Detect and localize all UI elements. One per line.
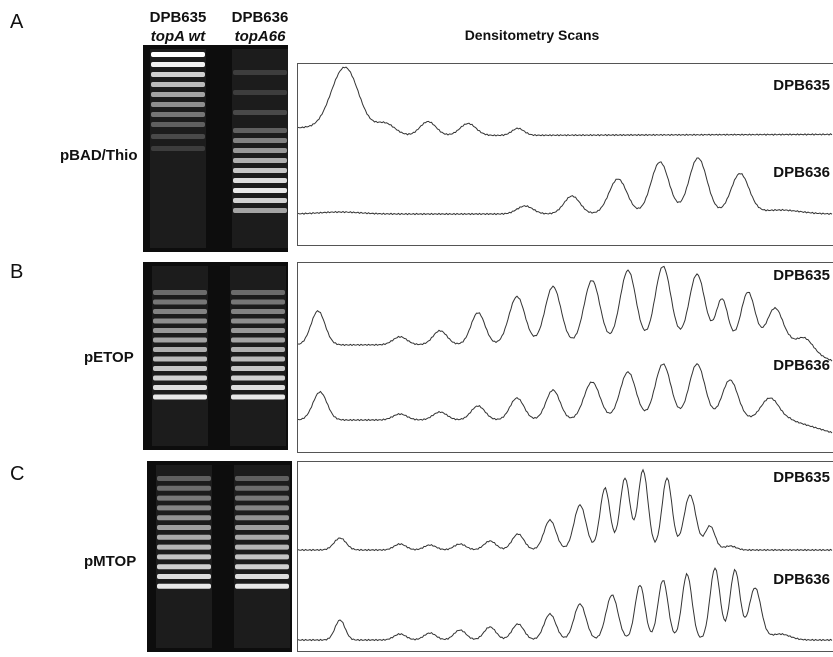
- gel-band: [157, 486, 211, 491]
- trace-label: DPB635: [773, 267, 830, 284]
- gel-band: [153, 376, 207, 381]
- gel-band: [151, 146, 205, 151]
- gel-band: [151, 82, 205, 87]
- gel-band: [157, 476, 211, 481]
- gel-band: [233, 70, 287, 75]
- gel-band: [231, 347, 285, 352]
- gel-band: [157, 535, 211, 540]
- trace-label: DPB636: [773, 357, 830, 374]
- plasmid-label: pETOP: [84, 349, 134, 366]
- gel-band: [231, 376, 285, 381]
- gel-band: [151, 134, 205, 139]
- trace-label: DPB636: [773, 164, 830, 181]
- gel-band: [153, 395, 207, 400]
- gel-band: [153, 290, 207, 295]
- gel-band: [233, 110, 287, 115]
- lane-genotype: topA wt: [151, 28, 206, 45]
- gel-band: [235, 554, 289, 559]
- gel-band: [233, 148, 287, 153]
- gel-band: [235, 515, 289, 520]
- gel-band: [153, 366, 207, 371]
- gel-band: [235, 545, 289, 550]
- trace-label: DPB635: [773, 77, 830, 94]
- gel-band: [235, 486, 289, 491]
- gel-band: [233, 178, 287, 183]
- gel-band: [233, 128, 287, 133]
- gel-band: [231, 366, 285, 371]
- plasmid-label: pMTOP: [84, 553, 136, 570]
- gel-band: [153, 309, 207, 314]
- gel-band: [235, 535, 289, 540]
- gel-band: [153, 338, 207, 343]
- gel-band: [157, 545, 211, 550]
- scan-box: [298, 462, 833, 652]
- gel-band: [157, 496, 211, 501]
- gel-band: [151, 52, 205, 57]
- scans-title: Densitometry Scans: [465, 27, 600, 43]
- gel-band: [153, 319, 207, 324]
- lane-strain: DPB636: [232, 9, 289, 26]
- lane-genotype: topA66: [235, 28, 286, 45]
- gel-band: [231, 290, 285, 295]
- trace-label: DPB635: [773, 469, 830, 486]
- gel-band: [235, 564, 289, 569]
- gel-band: [157, 554, 211, 559]
- gel-band: [151, 72, 205, 77]
- gel-band: [233, 158, 287, 163]
- gel-band: [233, 138, 287, 143]
- gel-band: [151, 112, 205, 117]
- gel-band: [153, 300, 207, 305]
- gel-band: [231, 300, 285, 305]
- panel-letter: A: [10, 11, 24, 33]
- plasmid-label: pBAD/Thio: [60, 147, 137, 164]
- gel-band: [157, 525, 211, 530]
- gel-band: [153, 328, 207, 333]
- gel-band: [153, 357, 207, 362]
- scan-box: [298, 263, 833, 453]
- panel-letter: C: [10, 463, 24, 485]
- gel-band: [235, 525, 289, 530]
- gel-band: [151, 62, 205, 67]
- gel-band: [235, 574, 289, 579]
- gel-band: [157, 584, 211, 589]
- gel-band: [157, 505, 211, 510]
- gel-band: [151, 122, 205, 127]
- gel-band: [233, 208, 287, 213]
- gel-band: [235, 584, 289, 589]
- figure: A B C DPB635 topA wt DPB636 topA66 Densi…: [0, 0, 833, 652]
- gel-band: [231, 385, 285, 390]
- gel-band: [231, 395, 285, 400]
- gel-band: [233, 188, 287, 193]
- gel-band: [151, 92, 205, 97]
- gel-band: [151, 102, 205, 107]
- trace-label: DPB636: [773, 571, 830, 588]
- gel-band: [157, 574, 211, 579]
- gel-band: [231, 309, 285, 314]
- gel-band: [233, 168, 287, 173]
- gel-band: [153, 385, 207, 390]
- gels: [143, 45, 292, 652]
- gel-band: [231, 357, 285, 362]
- panel-letter: B: [10, 261, 23, 283]
- gel-band: [233, 198, 287, 203]
- gel-band: [153, 347, 207, 352]
- gel-band: [235, 505, 289, 510]
- gel-band: [231, 319, 285, 324]
- gel-band: [235, 476, 289, 481]
- lane-strain: DPB635: [150, 9, 207, 26]
- gel-band: [233, 90, 287, 95]
- gel-band: [235, 496, 289, 501]
- gel-band: [231, 338, 285, 343]
- gel-band: [157, 515, 211, 520]
- scan-box: [298, 64, 833, 246]
- gel-band: [231, 328, 285, 333]
- gel-band: [157, 564, 211, 569]
